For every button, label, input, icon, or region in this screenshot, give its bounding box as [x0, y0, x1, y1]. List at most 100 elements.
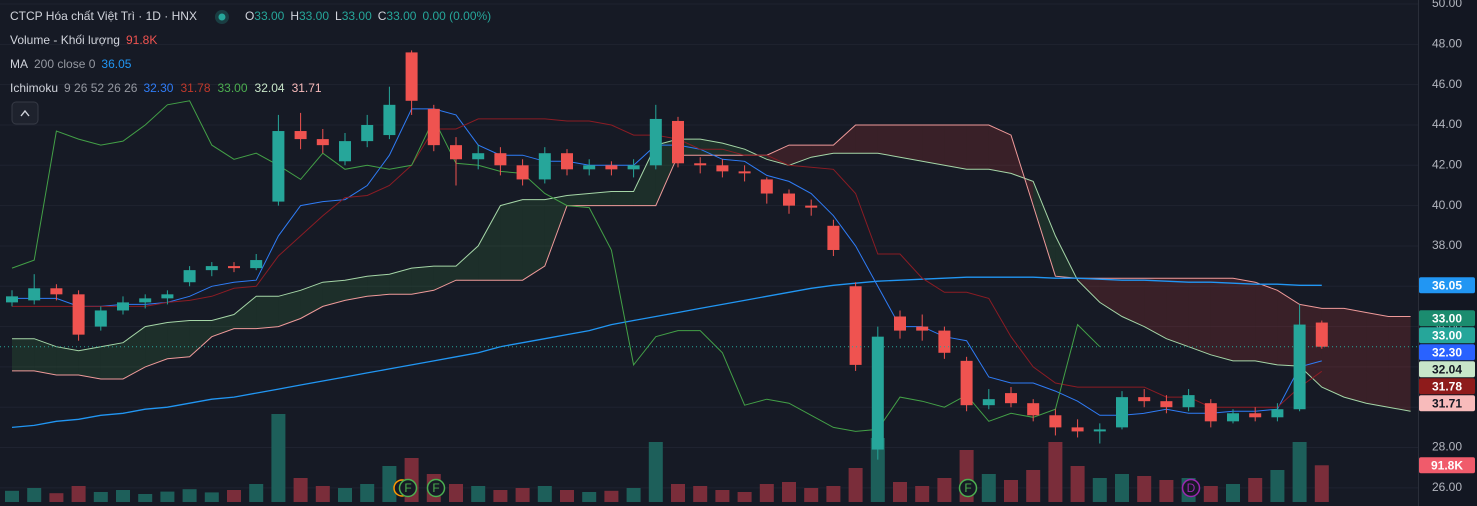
volume-bar: [382, 466, 397, 502]
cloud-fill: [12, 338, 35, 371]
volume-bar: [1270, 470, 1285, 502]
candle-body: [516, 165, 529, 180]
y-tick-label: 28.00: [1432, 440, 1462, 454]
price-axis: [1418, 0, 1477, 506]
volume-bar: [1314, 465, 1329, 502]
candle-body: [805, 205, 818, 208]
volume-bar: [937, 478, 952, 502]
candle-body: [1204, 403, 1217, 422]
volume-bar: [249, 484, 264, 502]
candle-body: [1271, 409, 1284, 418]
volume-bar: [893, 482, 907, 502]
cloud-fill: [367, 274, 390, 297]
legend-text: 33.00: [218, 81, 248, 95]
cloud-fill: [345, 276, 368, 301]
price-label: 31.71: [1432, 396, 1462, 410]
candle-body: [28, 288, 41, 301]
volume-bar: [604, 490, 619, 502]
volume-bar: [1292, 442, 1307, 502]
volume-bar: [1248, 478, 1263, 502]
volume-bar: [1137, 476, 1152, 502]
candle-body: [1315, 322, 1328, 347]
price-label: 33.00: [1432, 311, 1462, 325]
legend-text: CTCP Hóa chất Việt Trì · 1D · HNX: [10, 9, 197, 23]
volume-bar: [449, 484, 463, 502]
legend-text: 36.05: [101, 57, 131, 71]
candle-body: [1071, 427, 1084, 432]
candle-body: [605, 165, 618, 170]
legend-text: 31.78: [180, 81, 210, 95]
collapse-button[interactable]: [11, 101, 39, 125]
indicator-line: [11, 276, 1322, 429]
candle-body: [183, 270, 196, 283]
price-label-box: [1419, 310, 1475, 327]
candle-body: [1005, 393, 1017, 404]
price-label: 32.04: [1432, 362, 1462, 376]
candle-body: [738, 171, 751, 174]
candle-body: [427, 108, 440, 146]
candle-body: [849, 286, 862, 365]
volume-bar: [315, 486, 330, 502]
candle-body: [827, 225, 840, 250]
cloud-line: [12, 138, 1411, 412]
legend-text: C: [378, 9, 387, 23]
cloud-fill: [234, 296, 257, 329]
candle-body: [494, 153, 507, 166]
volume-bar: [93, 492, 108, 502]
candle-body: [672, 120, 684, 164]
cloud-fill: [1033, 181, 1056, 277]
candle-body: [561, 153, 573, 170]
legend-text: 31.71: [292, 81, 322, 95]
volume-bar: [826, 486, 841, 502]
cloud-fill: [522, 199, 545, 281]
volume-bar: [1026, 470, 1041, 502]
candle-body: [6, 296, 18, 303]
volume-label: 91.8K: [1431, 458, 1463, 472]
cloud-fill: [478, 205, 501, 281]
candle-body: [1182, 395, 1195, 408]
volume-bar: [515, 488, 530, 502]
event-label: D: [1187, 481, 1196, 495]
candle-body: [694, 163, 707, 166]
volume-bar: [537, 486, 552, 502]
cloud-fill: [456, 245, 479, 281]
volume-bar: [360, 484, 375, 502]
volume-bar: [227, 490, 241, 502]
volume-bar: [671, 484, 685, 502]
volume-bar: [737, 492, 752, 502]
volume-bar: [915, 486, 930, 502]
cloud-fill: [1210, 278, 1233, 361]
cloud-fill: [766, 145, 789, 166]
y-tick-label: 46.00: [1432, 77, 1462, 91]
cloud-line: [12, 124, 1411, 380]
cloud-fill: [1233, 278, 1256, 361]
cloud-fill: [167, 320, 190, 359]
volume-bar: [1203, 486, 1218, 502]
cloud-fill: [78, 346, 101, 379]
event-label: F: [432, 481, 439, 495]
candle-body: [316, 139, 329, 146]
candle-body: [583, 165, 596, 170]
candle-body: [871, 336, 884, 450]
price-label-box: [1419, 327, 1475, 344]
legend-text: MA: [10, 57, 28, 71]
volume-bar: [204, 492, 219, 502]
legend-text: 32.30: [143, 81, 173, 95]
status-dot: [218, 13, 226, 21]
volume-bar: [804, 488, 819, 502]
event-marker: [426, 478, 446, 498]
cloud-fill: [322, 280, 345, 307]
candle-body: [72, 294, 85, 335]
legend-text: O: [245, 9, 254, 23]
candle-body: [982, 399, 995, 406]
cloud-fill: [211, 314, 234, 337]
event-marker: [1181, 478, 1201, 498]
volume-bar: [116, 490, 130, 502]
candle-body: [139, 298, 152, 303]
cloud-fill: [833, 124, 856, 154]
price-label-box: [1419, 378, 1475, 395]
y-tick-label: 26.00: [1432, 480, 1462, 494]
indicator-line: [11, 100, 1101, 432]
candle-body: [760, 179, 773, 194]
